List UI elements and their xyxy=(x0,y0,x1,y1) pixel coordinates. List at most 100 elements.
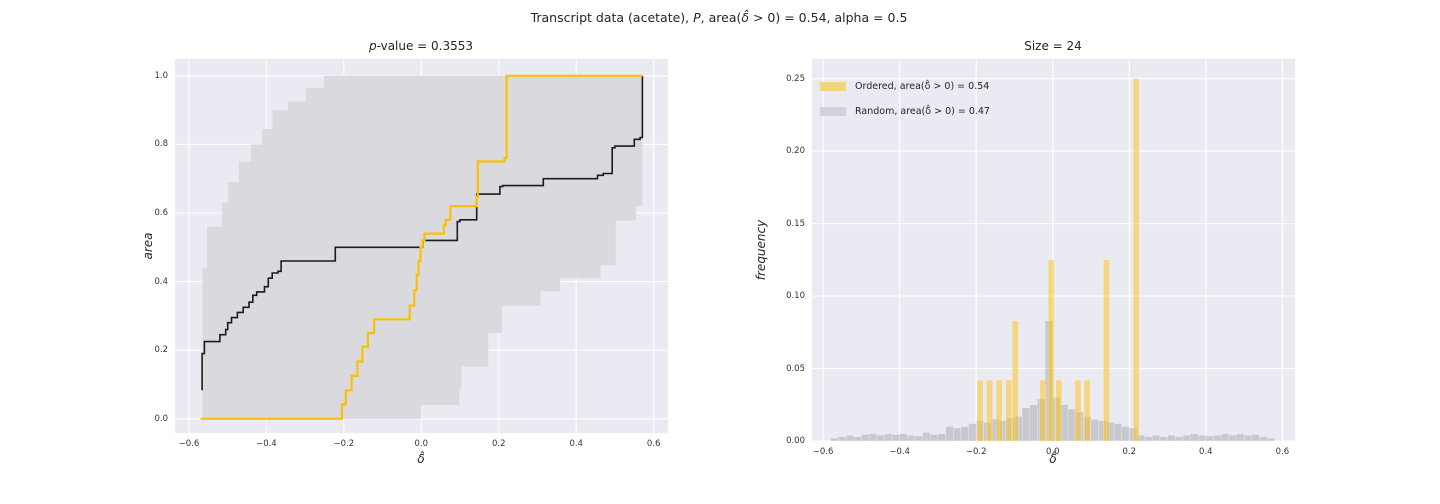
histogram-bar-random xyxy=(838,436,847,442)
left-x-tick-label: −0.4 xyxy=(256,439,277,449)
histogram-bar-random xyxy=(1205,435,1214,442)
histogram-bar-random xyxy=(861,434,870,442)
histogram-bar-random xyxy=(1251,434,1260,442)
histogram-bar-random xyxy=(1266,437,1275,442)
right-y-tick-label: 0.10 xyxy=(786,291,805,302)
legend-item-random: Random, area(δ̂ > 0) = 0.47 xyxy=(820,99,990,124)
histogram-bar-random xyxy=(1259,436,1268,442)
histogram-bar-random xyxy=(1213,435,1222,442)
histogram-bar-random xyxy=(937,433,946,442)
histogram-bar-random xyxy=(876,435,885,442)
histogram-bar-ordered xyxy=(1055,379,1063,442)
left-y-tick-label: 0.0 xyxy=(154,413,168,424)
left-x-tick-label: 0.0 xyxy=(414,439,429,449)
histogram-bar-random xyxy=(1090,419,1099,442)
histogram-bar-random xyxy=(884,433,893,442)
legend-item-ordered: Ordered, area(δ̂ > 0) = 0.54 xyxy=(820,74,990,99)
right-x-tick-label: 0.6 xyxy=(1275,447,1290,457)
histogram-bar-ordered xyxy=(1047,259,1055,442)
right-y-tick-label: 0.05 xyxy=(786,363,805,374)
left-x-tick-label: 0.2 xyxy=(491,439,506,449)
histogram-bar-random xyxy=(1151,435,1161,442)
histogram-bar-random xyxy=(907,435,916,442)
left-x-tick-label: 0.4 xyxy=(569,439,583,449)
histogram-bar-random xyxy=(1029,404,1038,442)
right-plot xyxy=(812,59,1295,442)
histogram-bar-random xyxy=(853,436,862,442)
histogram-bar-random xyxy=(1121,426,1130,442)
histogram-bar-random xyxy=(1197,435,1207,442)
histogram-bar-random xyxy=(1067,408,1076,442)
left-y-tick-label: 0.8 xyxy=(154,139,168,150)
histogram-bar-ordered xyxy=(995,379,1003,442)
histogram-bar-random xyxy=(1159,436,1168,442)
histogram-bar-random xyxy=(945,426,954,442)
histogram-bar-random xyxy=(845,435,854,442)
left-y-tick-label: 1.0 xyxy=(154,70,168,81)
histogram-bar-random xyxy=(1174,436,1184,442)
left-plot-title: p-value = 0.3553 xyxy=(368,39,474,53)
left-plot xyxy=(175,59,668,433)
right-x-tick-label: −0.6 xyxy=(812,447,834,457)
histogram-bar-random xyxy=(953,427,962,442)
histogram-bar-random xyxy=(1228,435,1237,442)
histogram-bar-random xyxy=(914,435,923,442)
histogram-bar-random xyxy=(830,437,839,442)
left-y-tick-label: 0.6 xyxy=(154,207,168,218)
legend-label-ordered: Ordered, area(δ̂ > 0) = 0.54 xyxy=(855,81,990,92)
right-y-tick-label: 0.20 xyxy=(786,146,805,157)
histogram-bar-ordered xyxy=(1132,78,1140,442)
right-x-tick-label: 0.2 xyxy=(1122,447,1137,457)
histogram-bar-random xyxy=(1021,407,1030,442)
right-x-tick-label: 0.4 xyxy=(1199,447,1213,457)
random-swatch-icon xyxy=(820,107,846,116)
figure-title: Transcript data (acetate), P, area(δ̂ > … xyxy=(530,10,908,25)
histogram-bar-ordered xyxy=(1103,259,1110,442)
histogram-bar-ordered xyxy=(1005,379,1013,442)
histogram-bar-ordered xyxy=(976,379,984,442)
right-y-tick-label: 0.15 xyxy=(786,218,805,229)
right-x-tick-label: 0.0 xyxy=(1045,447,1060,457)
histogram-bar-random xyxy=(891,434,900,442)
right-y-axis-label: frequency xyxy=(754,219,768,281)
legend-label-random: Random, area(δ̂ > 0) = 0.47 xyxy=(855,106,990,117)
histogram-bar-random xyxy=(868,433,877,442)
left-x-tick-label: −0.6 xyxy=(178,439,200,449)
histogram-bar-ordered xyxy=(986,379,993,442)
histogram-bar-random xyxy=(1182,435,1191,442)
histogram-bar-random xyxy=(1167,435,1176,442)
histogram-bar-random xyxy=(1236,433,1245,442)
right-plot-title: Size = 24 xyxy=(1024,39,1082,53)
ordered-swatch-icon xyxy=(820,82,846,91)
left-y-tick-label: 0.2 xyxy=(154,345,168,356)
histogram-bar-random xyxy=(1243,435,1252,442)
right-x-axis-label: δ̂ xyxy=(1049,452,1057,466)
right-x-tick-label: −0.2 xyxy=(965,447,987,457)
histogram-bar-random xyxy=(930,434,939,442)
right-y-tick-label: 0.00 xyxy=(786,436,805,446)
histogram-bar-random xyxy=(899,433,908,442)
random-mean-curve xyxy=(201,75,644,391)
histogram-bar-random xyxy=(922,432,931,442)
histogram-bar-ordered xyxy=(1039,379,1046,442)
histogram-bar-random xyxy=(1144,436,1153,442)
left-y-axis-label: area xyxy=(141,232,155,260)
histogram-bar-random xyxy=(960,426,969,442)
right-x-tick-label: −0.4 xyxy=(889,447,910,457)
histogram-bar-ordered xyxy=(1083,379,1091,442)
right-y-tick-label: 0.25 xyxy=(786,73,805,84)
left-y-tick-label: 0.4 xyxy=(154,276,168,287)
ordered-curve xyxy=(200,74,643,420)
histogram-bar-random xyxy=(1113,423,1122,442)
histogram-bar-ordered xyxy=(1012,320,1019,442)
histogram-bar-random xyxy=(968,423,977,442)
left-x-tick-label: −0.2 xyxy=(333,439,355,449)
left-x-tick-label: 0.6 xyxy=(646,439,661,449)
histogram-bar-random xyxy=(1190,433,1199,442)
histogram-bar-ordered xyxy=(1074,379,1082,442)
histogram-bar-random xyxy=(1220,433,1229,442)
legend: Ordered, area(δ̂ > 0) = 0.54 Random, are… xyxy=(820,74,990,124)
left-x-axis-label: δ̂ xyxy=(417,452,425,466)
